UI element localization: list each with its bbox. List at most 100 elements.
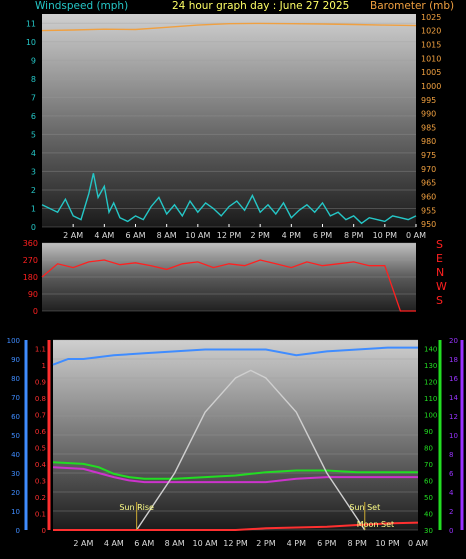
wind-x-tick-label: 2 PM bbox=[250, 231, 269, 240]
wind-x-tick-label: 0 AM bbox=[406, 231, 426, 240]
rain-tick-label: 1 bbox=[42, 362, 46, 370]
wind-axis-title: Windspeed (mph) bbox=[35, 0, 128, 12]
climate-x-tick-label: 10 PM bbox=[375, 539, 400, 548]
baro-tick-label: 975 bbox=[421, 151, 436, 160]
temperature-tick-label: 110 bbox=[424, 395, 437, 403]
humidity-tick-label: 100 bbox=[7, 337, 20, 345]
uv-tick-label: 10 bbox=[449, 432, 458, 440]
uv-tick-label: 4 bbox=[449, 489, 454, 497]
wind-x-tick-label: 6 PM bbox=[313, 231, 332, 240]
humidity-tick-label: 50 bbox=[11, 432, 20, 440]
uv-tick-label: 20 bbox=[449, 337, 458, 345]
rain-tick-label: 0.2 bbox=[35, 494, 46, 502]
baro-tick-label: 1025 bbox=[421, 13, 441, 22]
wind-tick-label: 3 bbox=[31, 167, 36, 176]
temperature-tick-label: 90 bbox=[424, 428, 433, 436]
uv-tick-label: 2 bbox=[449, 508, 453, 516]
temperature-tick-label: 30 bbox=[424, 527, 433, 535]
baro-tick-label: 990 bbox=[421, 110, 436, 119]
humidity-tick-label: 80 bbox=[11, 375, 20, 383]
temperature-tick-label: 100 bbox=[424, 411, 437, 419]
humidity-tick-label: 20 bbox=[11, 489, 20, 497]
chart-title: 24 hour graph day : June 27 2025 bbox=[172, 0, 349, 12]
compass-label: N bbox=[436, 266, 444, 279]
baro-tick-label: 995 bbox=[421, 96, 436, 105]
rainfall-line bbox=[53, 521, 419, 531]
temperature-tick-label: 80 bbox=[424, 444, 433, 452]
wind-tick-label: 2 bbox=[31, 186, 36, 195]
climate-x-tick-label: 0 AM bbox=[408, 539, 428, 548]
temperature-tick-label: 60 bbox=[424, 477, 433, 485]
uv-tick-label: 6 bbox=[449, 470, 454, 478]
temperature-line bbox=[52, 461, 418, 480]
humidity-tick-label: 60 bbox=[11, 413, 20, 421]
humidity-tick-label: 0 bbox=[16, 527, 20, 535]
temperature-tick-label: 130 bbox=[424, 362, 437, 370]
uv-tick-label: 12 bbox=[449, 413, 458, 421]
wind-tick-label: 8 bbox=[31, 75, 36, 84]
direction-tick-label: 270 bbox=[23, 256, 38, 265]
moonset-label: Moon Set bbox=[357, 520, 394, 529]
humidity-tick-label: 70 bbox=[11, 394, 20, 402]
climate-x-tick-label: 12 PM bbox=[223, 539, 248, 548]
wind-x-tick-label: 10 PM bbox=[373, 231, 398, 240]
baro-tick-label: 965 bbox=[421, 179, 436, 188]
wind-x-tick-label: 8 AM bbox=[157, 231, 177, 240]
climate-x-tick-label: 4 PM bbox=[287, 539, 306, 548]
dew-point-label: Dew Point (°F) bbox=[394, 321, 466, 333]
baro-axis-title: Barometer (mb) bbox=[370, 0, 454, 12]
rain-tick-label: 0.9 bbox=[35, 378, 46, 386]
baro-tick-label: 1005 bbox=[421, 68, 441, 77]
wind-x-tick-label: 2 AM bbox=[63, 231, 83, 240]
compass-label: S bbox=[436, 238, 443, 251]
baro-tick-label: 950 bbox=[421, 220, 436, 229]
wind-tick-label: 6 bbox=[31, 112, 36, 121]
wind-tick-label: 0 bbox=[31, 223, 36, 232]
uv-tick-label: 18 bbox=[449, 356, 458, 364]
solar-curve bbox=[136, 369, 366, 531]
direction-chart-layer: 0 90 180 270 360 bbox=[23, 239, 416, 316]
baro-tick-label: 1020 bbox=[421, 27, 441, 36]
humidity-tick-label: 10 bbox=[11, 508, 20, 516]
rain-tick-label: 0.3 bbox=[35, 477, 46, 485]
wind-x-tick-label: 6 AM bbox=[125, 231, 145, 240]
rain-tick-label: 0.7 bbox=[35, 411, 46, 419]
rainfall-label: Rainfall (.in) bbox=[0, 321, 63, 333]
rain-tick-label: 1.1 bbox=[35, 345, 46, 353]
dew-point-line bbox=[52, 466, 418, 484]
direction-tick-label: 360 bbox=[23, 239, 38, 248]
wind-tick-label: 10 bbox=[26, 38, 36, 47]
climate-x-tick-label: 8 PM bbox=[347, 539, 366, 548]
wind-tick-label: 1 bbox=[31, 204, 36, 213]
wind-panel bbox=[42, 14, 416, 227]
wind-x-tick-label: 12 PM bbox=[217, 231, 242, 240]
climate-x-tick-label: 10 AM bbox=[193, 539, 218, 548]
temperature-label: Temperature (°F) bbox=[311, 321, 401, 333]
temperature-tick-label: 50 bbox=[424, 494, 433, 502]
wind-tick-label: 11 bbox=[26, 19, 36, 28]
humidity-label: Humidity bbox=[66, 321, 114, 333]
wind-x-tick-label: 4 AM bbox=[94, 231, 114, 240]
windspeed-line bbox=[41, 173, 417, 225]
humidity-tick-label: 30 bbox=[11, 470, 20, 478]
wind-tick-label: 5 bbox=[31, 130, 36, 139]
wind-x-tick-label: 10 AM bbox=[185, 231, 210, 240]
rain-tick-label: 0.5 bbox=[35, 444, 46, 452]
baro-tick-label: 980 bbox=[421, 137, 436, 146]
direction-tick-label: 90 bbox=[28, 290, 38, 299]
climate-chart-layer: 010203040506070809010000.10.20.30.40.50.… bbox=[7, 337, 464, 548]
uv-tick-label: 8 bbox=[449, 451, 453, 459]
direction-panel bbox=[42, 243, 416, 311]
temperature-tick-label: 140 bbox=[424, 345, 437, 353]
wind-x-tick-label: 4 PM bbox=[282, 231, 301, 240]
baro-tick-label: 1010 bbox=[421, 54, 441, 63]
rain-tick-label: 0.8 bbox=[35, 395, 46, 403]
uv-tick-label: 16 bbox=[449, 375, 458, 383]
temperature-tick-label: 120 bbox=[424, 378, 437, 386]
baro-tick-label: 960 bbox=[421, 193, 436, 202]
wind-tick-label: 7 bbox=[31, 93, 36, 102]
solar-label: Solar bbox=[120, 327, 147, 339]
wind-tick-label: 9 bbox=[31, 56, 36, 65]
